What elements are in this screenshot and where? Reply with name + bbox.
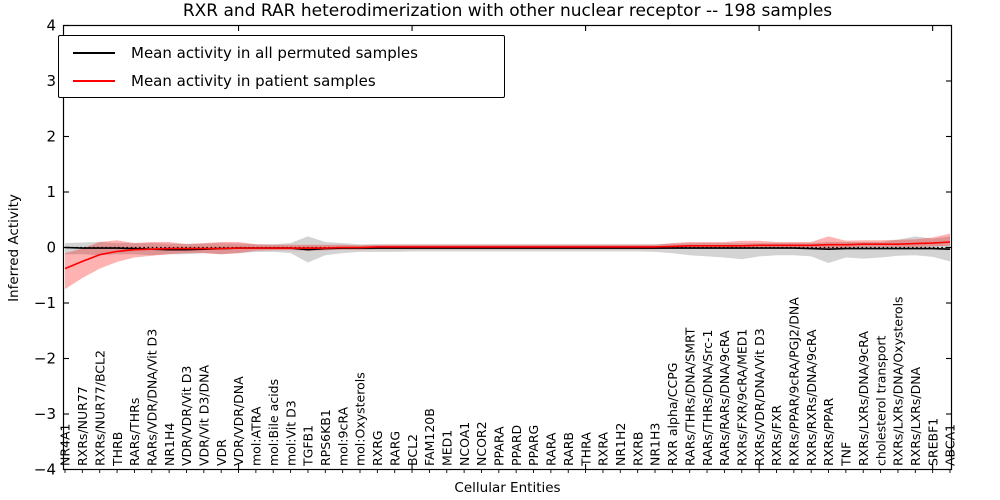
category-label: ABCA1 (943, 424, 958, 466)
category-label: RXRs/PPAR (821, 398, 836, 466)
category-label: PPARD (509, 425, 524, 466)
category-label: MED1 (439, 430, 454, 466)
category-label: mol:Bile acids (266, 379, 281, 466)
category-label: RXRG (370, 430, 385, 466)
category-label: RXRs/LXRs/DNA/9cRA (856, 331, 871, 466)
category-label: PPARA (492, 426, 507, 466)
legend-label-permuted: Mean activity in all permuted samples (131, 43, 418, 62)
legend-line-permuted (73, 51, 115, 54)
legend-item-patient: Mean activity in patient samples (59, 67, 504, 95)
y-tick-label: 1 (46, 183, 56, 201)
category-label: RXRs/LXRs/DNA (908, 366, 923, 466)
category-label: THRA (578, 432, 593, 467)
category-label: mol:Vit D3 (283, 400, 298, 466)
category-label: RXRs/LXRs/DNA/Oxysterols (891, 296, 906, 466)
category-label: VDR (214, 439, 229, 466)
category-label: RARs/VDR/DNA/Vit D3 (144, 329, 159, 466)
category-label: RXRs/NUR77/BCL2 (92, 350, 107, 466)
category-label: mol:Oxysterols (353, 372, 368, 466)
category-label: VDR/Vit D3/DNA (197, 365, 212, 466)
category-label: NR1H4 (162, 423, 177, 466)
category-label: THRB (110, 432, 125, 467)
legend: Mean activity in all permuted samples Me… (58, 35, 505, 98)
category-label: cholesterol transport (873, 335, 888, 466)
y-tick-label: −2 (34, 350, 56, 368)
category-label: TNF (839, 442, 854, 467)
category-label: RARs/THRs (127, 398, 142, 466)
y-tick-label: 3 (46, 72, 56, 90)
category-label: RXRs/NUR77 (75, 386, 90, 466)
chart-title: RXR and RAR heterodimerization with othe… (182, 1, 833, 21)
category-label: RXRs/VDR/DNA/Vit D3 (752, 328, 767, 466)
category-label: FAM120B (422, 408, 437, 466)
category-label: RARG (387, 431, 402, 466)
category-label: NR1H2 (613, 423, 628, 466)
patient-band (65, 233, 950, 290)
patient-mean-line (64, 241, 951, 270)
category-label: SREBF1 (925, 418, 940, 466)
category-label: RXRs/FXR/9cRA/MED1 (734, 329, 749, 466)
y-tick-label: 0 (46, 239, 56, 257)
category-label: VDR/VDR/DNA (231, 376, 246, 466)
category-label: NCOR2 (474, 421, 489, 466)
category-label: RXR alpha/CCPG (665, 363, 680, 466)
category-label: RXRs/FXR (769, 405, 784, 466)
category-label: BCL2 (405, 434, 420, 466)
category-label: RXRA (596, 432, 611, 466)
category-label: RARs/THRs/DNA/SMRT (682, 327, 697, 466)
category-label: TGFB1 (301, 425, 316, 467)
plot-area (63, 233, 952, 290)
category-label: VDR/VDR/Vit D3 (179, 366, 194, 466)
y-tick-label: 2 (46, 128, 56, 146)
category-label: NR4A1 (58, 424, 73, 467)
category-label: RARs/THRs/DNA/Src-1 (700, 330, 715, 466)
permuted-band (65, 236, 950, 263)
category-label: PPARG (526, 425, 541, 466)
category-label: RPS6KB1 (318, 409, 333, 466)
category-label: NCOA1 (457, 422, 472, 466)
category-label: RXRB (630, 431, 645, 466)
category-label: RARA (544, 432, 559, 466)
category-label: NR1H3 (648, 423, 663, 466)
category-label: RXRs/RXRs/DNA/9cRA (804, 329, 819, 466)
legend-item-permuted: Mean activity in all permuted samples (59, 39, 504, 67)
y-tick-label: −1 (34, 294, 56, 312)
legend-label-patient: Mean activity in patient samples (131, 71, 376, 90)
y-tick-label: −4 (34, 461, 56, 479)
category-label: RARs/RARs/DNA/9cRA (717, 330, 732, 466)
category-label: mol:ATRA (249, 406, 264, 466)
category-label: RARB (561, 432, 576, 466)
x-axis-label: Cellular Entities (454, 480, 561, 496)
category-label: RXRs/PPAR/9cRA/PGJ2/DNA (787, 297, 802, 466)
y-axis-label: Inferred Activity (6, 194, 22, 302)
y-tick-label: −3 (34, 405, 56, 423)
category-label: mol:9cRA (335, 406, 350, 466)
y-tick-label: 4 (46, 17, 56, 35)
legend-line-patient (73, 79, 115, 82)
